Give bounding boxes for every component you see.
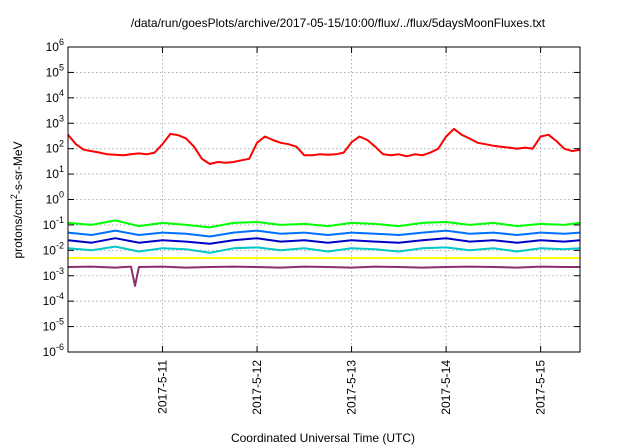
x-tick-label: 2017-5-14 [439, 360, 453, 415]
y-tick-label: 100 [46, 190, 64, 207]
series-line-5 [67, 245, 581, 254]
series-line-1 [67, 127, 581, 165]
y-tick-label: 101 [46, 164, 64, 181]
x-tick-label: 2017-5-15 [534, 360, 548, 415]
x-axis-title: Coordinated Universal Time (UTC) [231, 431, 415, 445]
y-axis: 10-6 10-5 10-4 10-3 10-2 10-1 100 101 102 103 104 1… [43, 37, 580, 359]
y-tick-label: 10-3 [43, 266, 64, 283]
x-tick-label: 2017-5-11 [156, 360, 170, 414]
y-tick-label: 103 [46, 113, 64, 130]
chart-title: /data/run/goesPlots/archive/2017-05-15/1… [131, 16, 546, 30]
y-tick-label: 10-5 [43, 317, 64, 334]
series-group [67, 127, 581, 287]
y-tick-label: 10-6 [43, 342, 64, 359]
series-line-7 [67, 265, 580, 287]
x-tick-label: 2017-5-13 [345, 360, 359, 415]
y-tick-label: 10-1 [43, 215, 64, 232]
x-axis: 2017-5-11 2017-5-12 2017-5-13 2017-5-14 2017… [156, 47, 548, 415]
series-line-3 [67, 229, 581, 238]
series-line-2 [67, 219, 581, 229]
grid [68, 47, 580, 352]
series-line-4 [67, 237, 581, 245]
y-tick-label: 104 [46, 88, 64, 105]
y-tick-label: 106 [46, 37, 64, 54]
y-tick-label: 10-2 [43, 240, 64, 257]
y-tick-label: 102 [46, 139, 64, 156]
x-tick-label: 2017-5-12 [250, 360, 264, 415]
y-axis-title: protons/cm2-s-sr-MeV [9, 141, 25, 258]
y-tick-label: 10-4 [43, 291, 64, 308]
y-tick-label: 105 [46, 62, 64, 79]
